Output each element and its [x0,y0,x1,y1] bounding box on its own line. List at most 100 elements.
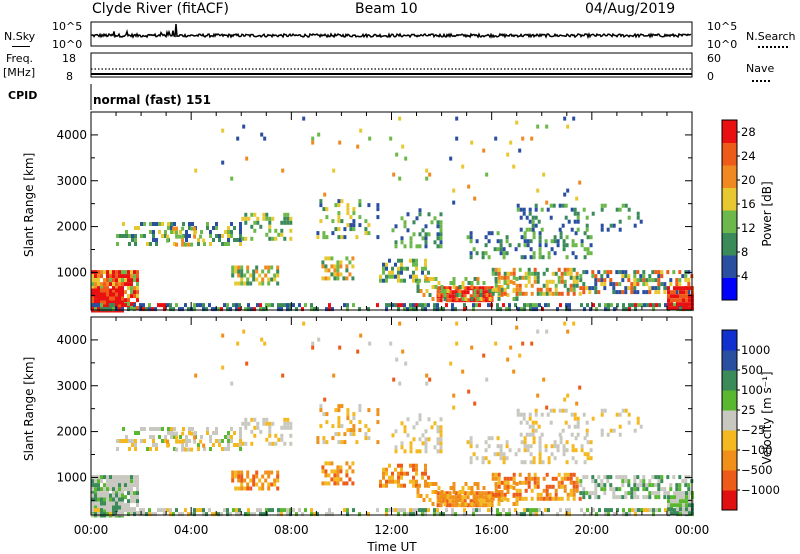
range-time-cell [325,307,328,312]
range-time-cell [259,303,262,308]
range-time-cell [672,270,676,275]
range-time-cell [537,219,541,224]
range-time-cell [448,503,452,508]
range-time-cell [345,481,349,486]
range-time-cell [538,448,542,453]
range-time-cell [250,212,254,217]
range-time-cell [505,456,509,461]
range-time-cell [490,231,494,236]
range-time-cell [259,512,262,517]
range-time-cell [517,512,520,517]
range-time-cell [436,232,440,237]
range-time-cell [612,286,616,291]
range-time-cell [193,508,196,513]
range-time-cell [100,491,103,496]
range-time-cell [525,227,529,232]
range-time-cell [675,483,679,488]
range-time-cell [500,287,504,292]
range-time-cell [258,478,262,483]
range-time-cell [136,475,139,480]
range-time-cell [667,503,670,508]
range-time-cell [651,475,655,480]
range-time-cell [475,290,479,295]
range-time-cell [464,277,468,281]
range-time-cell [173,242,176,246]
range-time-cell [283,417,287,422]
range-time-cell [586,251,590,256]
range-time-cell [400,508,403,513]
range-time-cell [418,508,421,513]
range-time-cell [332,373,336,378]
range-time-cell [325,207,329,212]
range-time-cell [544,303,547,308]
range-time-cell [250,512,253,517]
range-time-cell [645,278,649,283]
range-time-cell [112,296,115,301]
range-time-cell [473,498,477,502]
range-time-cell [218,439,221,443]
range-time-cell [461,369,465,374]
range-time-cell [529,452,533,457]
range-time-cell [499,247,503,252]
range-time-cell [496,307,499,312]
range-time-cell [654,483,658,488]
range-time-cell [502,247,506,252]
range-time-cell [583,512,586,517]
range-time-cell [536,496,540,501]
range-time-cell [109,505,112,510]
range-time-cell [657,487,661,492]
range-time-cell [263,136,267,141]
range-time-cell [454,290,458,295]
range-time-cell [311,345,315,350]
range-time-cell [669,487,673,492]
range-time-cell [445,286,449,291]
range-time-cell [624,286,628,291]
range-time-cell [163,512,166,517]
range-time-cell [152,439,155,443]
range-time-cell [194,168,198,173]
range-time-cell [565,508,568,513]
range-time-cell [654,286,658,291]
range-time-cell [553,235,557,240]
x-axis-label-text: Time UT [367,540,417,554]
range-time-cell [261,277,265,282]
range-time-cell [311,140,315,145]
range-time-cell [280,425,284,430]
range-time-cell [542,271,546,276]
range-time-cell [124,483,127,488]
range-time-cell [528,424,532,429]
range-time-cell [224,447,227,451]
range-time-cell [636,420,640,425]
range-time-cell [561,408,565,413]
range-time-cell [562,247,566,252]
range-time-cell [255,277,259,282]
range-time-cell [358,512,361,517]
range-time-cell [676,286,679,291]
range-time-cell [496,508,499,513]
range-time-cell [607,512,610,517]
range-time-cell [491,496,495,501]
range-time-cell [412,232,416,237]
range-time-cell [394,244,398,249]
range-time-cell [289,508,292,513]
range-time-cell [583,255,587,260]
range-time-cell [440,289,444,293]
range-time-cell [448,298,452,303]
range-time-cell [562,452,566,457]
range-time-cell [572,488,576,493]
range-time-cell [575,476,579,481]
range-time-cell [645,290,649,295]
range-time-cell [628,307,631,312]
range-time-cell [469,255,473,260]
range-time-cell [563,116,567,121]
range-time-cell [115,270,118,275]
range-time-cell [624,290,628,295]
range-time-cell [618,424,622,429]
range-time-cell [191,222,194,226]
range-time-cell [574,448,578,453]
range-time-cell [124,487,127,492]
range-time-cell [515,297,519,301]
range-time-cell [603,487,607,492]
range-time-cell [338,140,342,145]
range-time-cell [496,247,500,252]
